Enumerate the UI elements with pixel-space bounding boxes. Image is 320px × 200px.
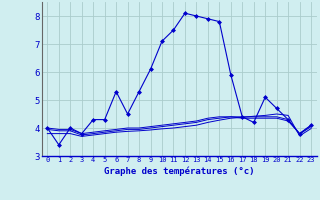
X-axis label: Graphe des températures (°c): Graphe des températures (°c)	[104, 166, 254, 176]
